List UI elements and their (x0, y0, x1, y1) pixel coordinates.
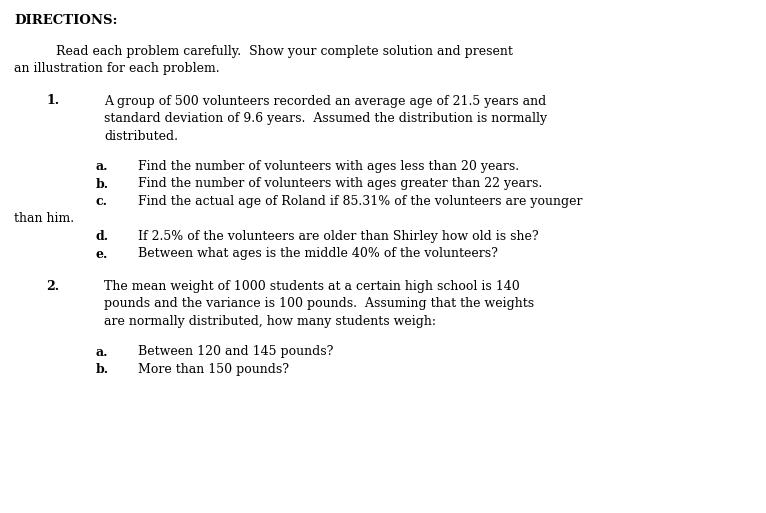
Text: DIRECTIONS:: DIRECTIONS: (14, 14, 117, 27)
Text: Between what ages is the middle 40% of the volunteers?: Between what ages is the middle 40% of t… (138, 247, 498, 261)
Text: Find the number of volunteers with ages less than 20 years.: Find the number of volunteers with ages … (138, 160, 519, 173)
Text: If 2.5% of the volunteers are older than Shirley how old is she?: If 2.5% of the volunteers are older than… (138, 230, 538, 243)
Text: 2.: 2. (46, 280, 59, 293)
Text: More than 150 pounds?: More than 150 pounds? (138, 363, 289, 376)
Text: The mean weight of 1000 students at a certain high school is 140: The mean weight of 1000 students at a ce… (104, 280, 520, 293)
Text: 1.: 1. (46, 94, 59, 108)
Text: a.: a. (96, 345, 109, 359)
Text: Find the number of volunteers with ages greater than 22 years.: Find the number of volunteers with ages … (138, 177, 542, 190)
Text: distributed.: distributed. (104, 129, 178, 143)
Text: A group of 500 volunteers recorded an average age of 21.5 years and: A group of 500 volunteers recorded an av… (104, 94, 546, 108)
Text: pounds and the variance is 100 pounds.  Assuming that the weights: pounds and the variance is 100 pounds. A… (104, 298, 534, 310)
Text: Between 120 and 145 pounds?: Between 120 and 145 pounds? (138, 345, 333, 359)
Text: a.: a. (96, 160, 109, 173)
Text: Read each problem carefully.  Show your complete solution and present: Read each problem carefully. Show your c… (56, 45, 513, 57)
Text: an illustration for each problem.: an illustration for each problem. (14, 62, 220, 75)
Text: Find the actual age of Roland if 85.31% of the volunteers are younger: Find the actual age of Roland if 85.31% … (138, 195, 582, 208)
Text: c.: c. (96, 195, 108, 208)
Text: standard deviation of 9.6 years.  Assumed the distribution is normally: standard deviation of 9.6 years. Assumed… (104, 112, 547, 125)
Text: b.: b. (96, 363, 109, 376)
Text: d.: d. (96, 230, 109, 243)
Text: e.: e. (96, 247, 108, 261)
Text: than him.: than him. (14, 212, 74, 226)
Text: are normally distributed, how many students weigh:: are normally distributed, how many stude… (104, 315, 436, 328)
Text: b.: b. (96, 177, 109, 190)
